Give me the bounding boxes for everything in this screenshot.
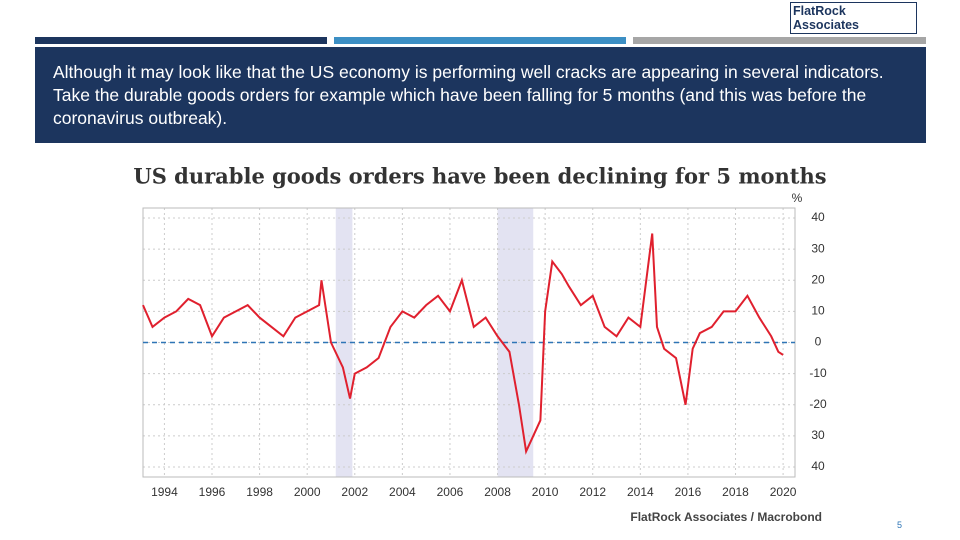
y-tick-label: 40: [811, 210, 825, 224]
x-tick-label: 2012: [579, 485, 606, 499]
x-tick-label: 2018: [722, 485, 749, 499]
banner: Although it may look like that the US ec…: [35, 47, 926, 143]
chart: US durable goods orders have been declin…: [133, 164, 827, 525]
x-tick-label: 2016: [675, 485, 702, 499]
bar-gray: [633, 37, 926, 44]
y-tick-label: -10: [809, 366, 827, 380]
banner-text: Although it may look like that the US ec…: [53, 62, 884, 128]
logo: FlatRock Associates: [790, 2, 920, 34]
x-tick-label: 2002: [341, 485, 368, 499]
x-tick-label: 2014: [627, 485, 654, 499]
bar-navy: [35, 37, 327, 44]
data-line: [142, 233, 784, 455]
y-tick-label: 40: [811, 459, 825, 473]
x-tick-label: 2008: [484, 485, 511, 499]
x-tick-label: 1994: [151, 485, 178, 499]
x-tick-label: 2020: [770, 485, 797, 499]
y-tick-label: 20: [811, 272, 825, 286]
x-tick-label: 2006: [437, 485, 464, 499]
y-unit: %: [792, 191, 803, 205]
logo-text: FlatRock Associates: [790, 2, 917, 34]
page-number: 5: [897, 520, 903, 530]
chart-title: US durable goods orders have been declin…: [133, 164, 826, 189]
y-tick-label: -20: [809, 397, 827, 411]
x-tick-label: 2000: [294, 485, 321, 499]
x-tick-label: 1996: [199, 485, 226, 499]
y-tick-label: 10: [811, 304, 825, 318]
y-tick-label: 30: [811, 241, 825, 255]
x-tick-label: 1998: [246, 485, 273, 499]
x-tick-label: 2004: [389, 485, 416, 499]
bar-blue: [334, 37, 626, 44]
x-tick-label: 2010: [532, 485, 559, 499]
y-tick-label: 0: [815, 335, 822, 349]
y-tick-label: 30: [811, 428, 825, 442]
source: FlatRock Associates / Macrobond: [630, 510, 822, 524]
